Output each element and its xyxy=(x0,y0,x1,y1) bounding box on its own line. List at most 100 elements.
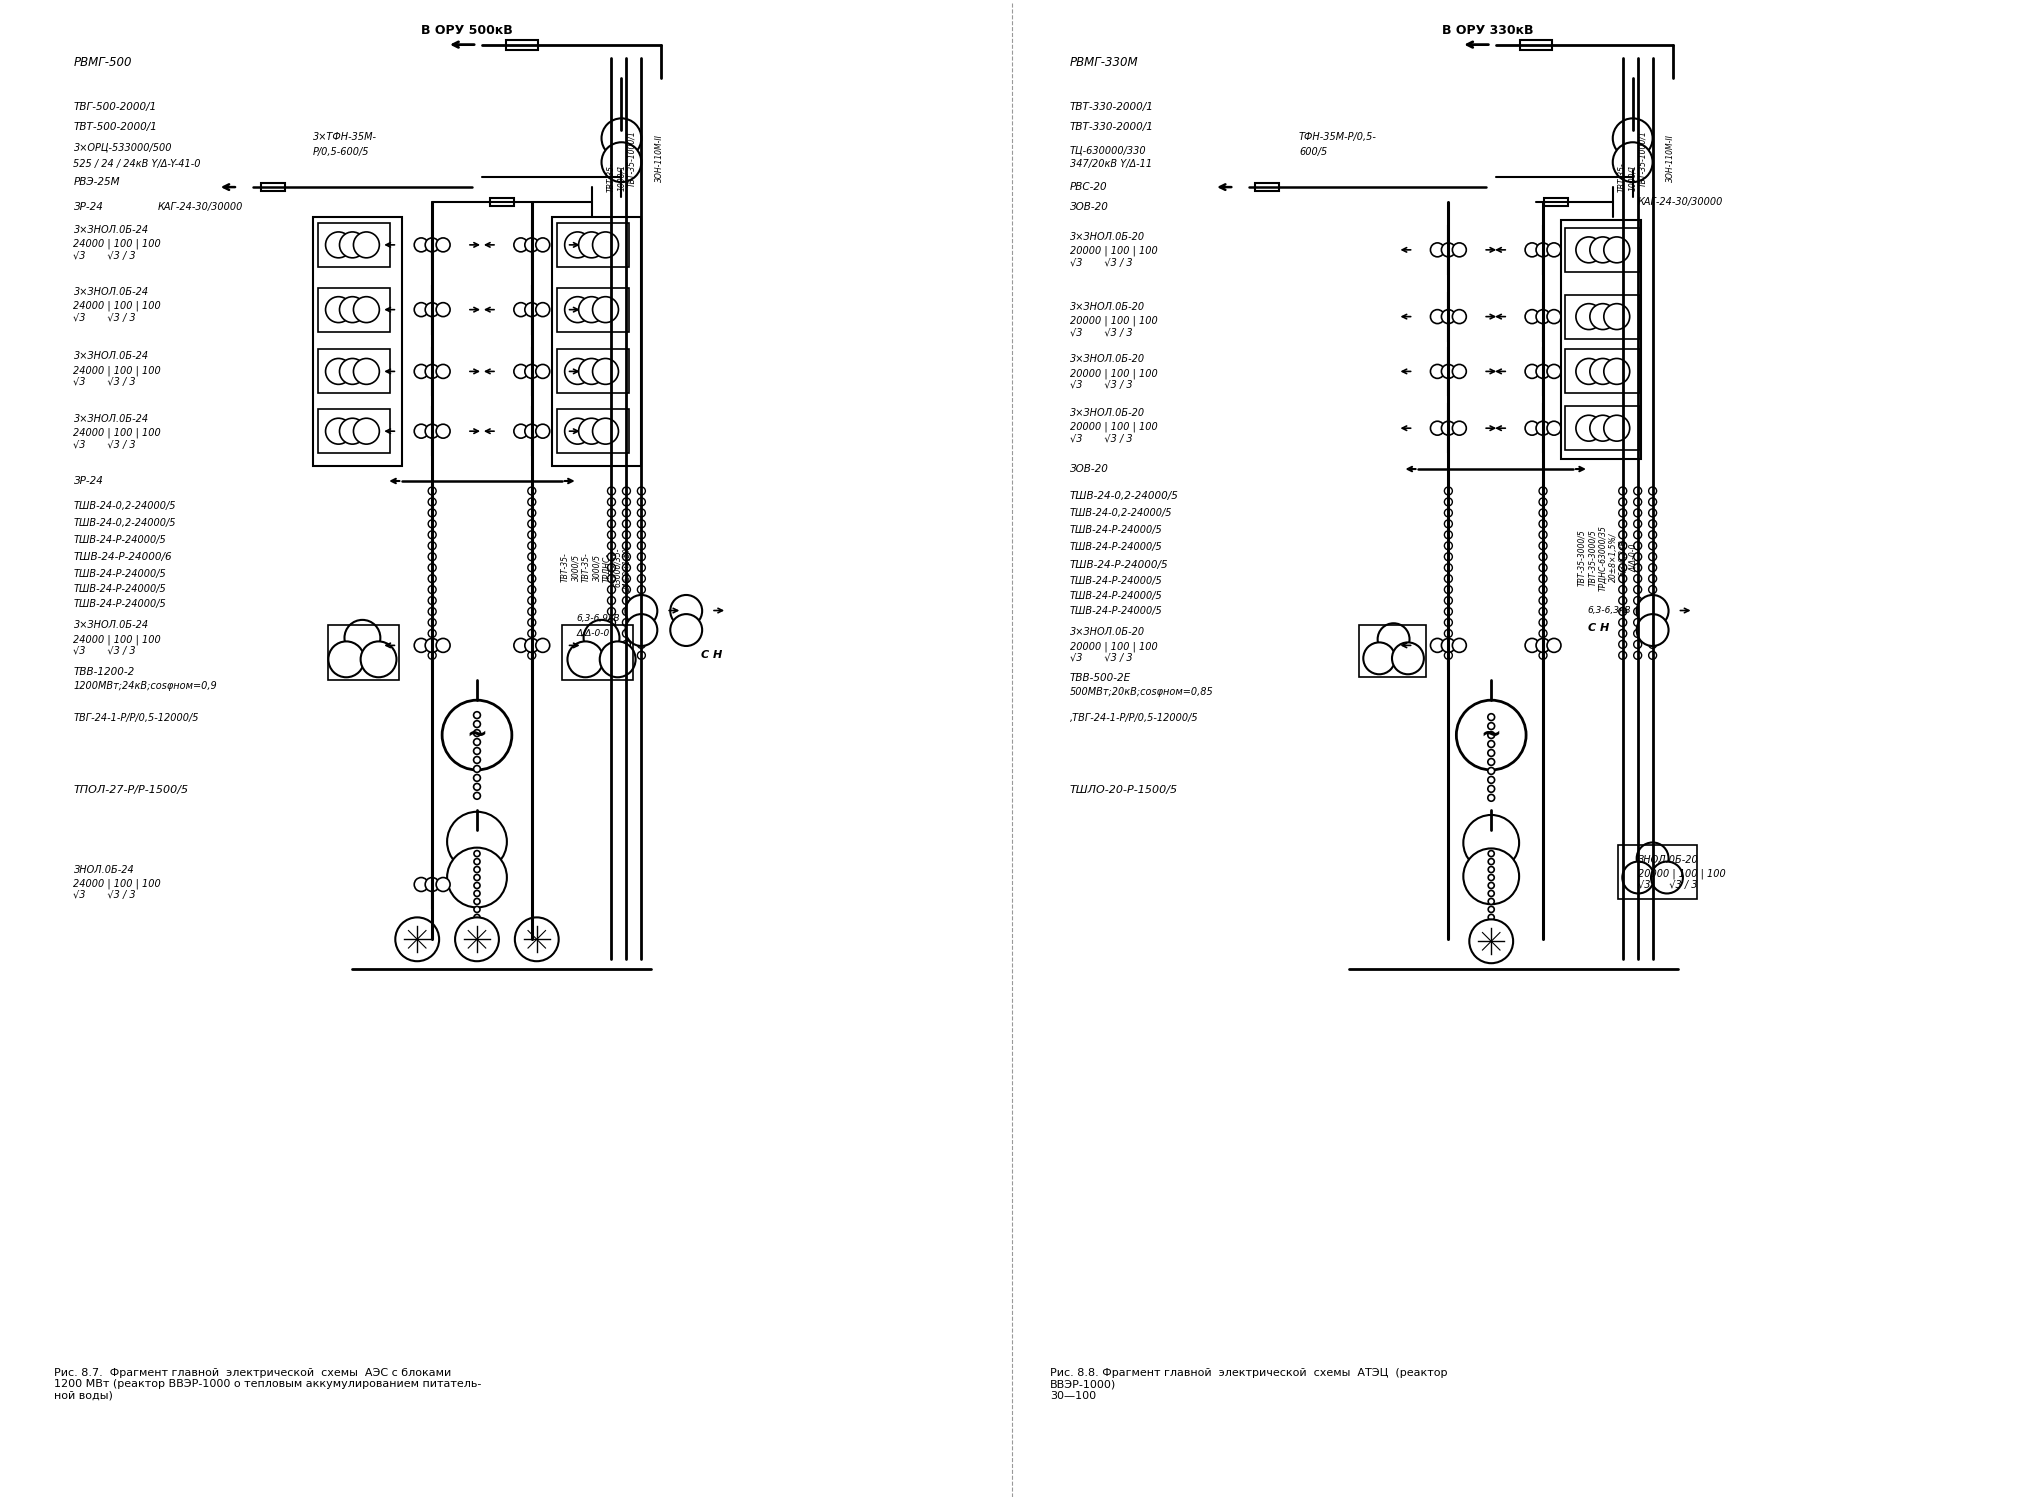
Circle shape xyxy=(601,118,642,158)
Circle shape xyxy=(1488,732,1494,738)
Circle shape xyxy=(1444,585,1452,594)
Circle shape xyxy=(1618,520,1626,528)
Circle shape xyxy=(1444,651,1452,660)
Circle shape xyxy=(1612,118,1652,158)
Circle shape xyxy=(1648,585,1656,594)
Circle shape xyxy=(622,509,630,518)
Circle shape xyxy=(1444,498,1452,506)
Circle shape xyxy=(1636,843,1669,874)
Circle shape xyxy=(1648,531,1656,538)
Circle shape xyxy=(638,585,646,594)
Circle shape xyxy=(1488,795,1494,801)
Text: ТШВ-24-0,2-24000/5: ТШВ-24-0,2-24000/5 xyxy=(73,501,176,512)
Circle shape xyxy=(326,419,352,444)
Circle shape xyxy=(1648,509,1656,518)
Circle shape xyxy=(354,232,379,258)
Circle shape xyxy=(1488,714,1494,720)
Circle shape xyxy=(1547,309,1561,324)
Circle shape xyxy=(1547,364,1561,378)
Text: 24000 | 100 | 100: 24000 | 100 | 100 xyxy=(73,300,162,310)
Circle shape xyxy=(1488,891,1494,897)
Circle shape xyxy=(448,847,506,908)
Circle shape xyxy=(1634,498,1642,506)
Text: В ОРУ 500кВ: В ОРУ 500кВ xyxy=(421,24,512,38)
Circle shape xyxy=(395,918,439,962)
Text: ТШВ-24-Р-24000/5: ТШВ-24-Р-24000/5 xyxy=(1069,560,1168,570)
Circle shape xyxy=(474,756,480,764)
Circle shape xyxy=(1444,574,1452,582)
Circle shape xyxy=(427,585,435,594)
Circle shape xyxy=(427,651,435,660)
Text: √3       √3 / 3: √3 √3 / 3 xyxy=(73,312,136,322)
Text: ТВВ-500-2Е: ТВВ-500-2Е xyxy=(1069,674,1130,684)
Circle shape xyxy=(514,918,559,962)
Circle shape xyxy=(1430,243,1444,256)
Circle shape xyxy=(1618,574,1626,582)
Circle shape xyxy=(1648,498,1656,506)
Circle shape xyxy=(608,574,616,582)
Text: ТШВ-24-Р-24000/5: ТШВ-24-Р-24000/5 xyxy=(1069,606,1162,615)
Circle shape xyxy=(626,614,658,646)
Circle shape xyxy=(622,498,630,506)
Text: 3×ОРЦ-533000/500: 3×ОРЦ-533000/500 xyxy=(73,142,172,152)
Circle shape xyxy=(622,564,630,572)
Text: ~: ~ xyxy=(466,723,488,747)
Circle shape xyxy=(1442,243,1456,256)
Circle shape xyxy=(1488,777,1494,783)
Circle shape xyxy=(1590,416,1616,441)
Text: 1200МВт;24кВ;cosφном=0,9: 1200МВт;24кВ;cosφном=0,9 xyxy=(73,681,217,692)
Circle shape xyxy=(474,747,480,754)
Circle shape xyxy=(474,882,480,888)
Circle shape xyxy=(427,564,435,572)
Circle shape xyxy=(579,297,605,322)
Circle shape xyxy=(608,531,616,538)
Circle shape xyxy=(1634,488,1642,495)
Text: 3×ЗНОЛ.0Б-24: 3×ЗНОЛ.0Б-24 xyxy=(73,621,148,630)
Circle shape xyxy=(427,520,435,528)
Bar xyxy=(1561,220,1640,459)
Circle shape xyxy=(524,424,539,438)
Circle shape xyxy=(601,142,642,182)
Circle shape xyxy=(1488,874,1494,880)
Circle shape xyxy=(425,303,439,316)
Text: ,ТВГ-24-1-Р/Р/0,5-12000/5: ,ТВГ-24-1-Р/Р/0,5-12000/5 xyxy=(1069,712,1199,723)
Text: 525 / 24 / 24кВ Y/Δ-Y-41-0: 525 / 24 / 24кВ Y/Δ-Y-41-0 xyxy=(73,159,200,170)
Circle shape xyxy=(425,639,439,652)
Circle shape xyxy=(514,639,529,652)
Circle shape xyxy=(1650,861,1683,894)
Circle shape xyxy=(1618,564,1626,572)
Circle shape xyxy=(608,498,616,506)
Circle shape xyxy=(435,424,450,438)
Circle shape xyxy=(638,520,646,528)
Circle shape xyxy=(427,552,435,561)
Circle shape xyxy=(1634,618,1642,627)
Circle shape xyxy=(1488,759,1494,765)
Text: ТШВ-24-Р-24000/5: ТШВ-24-Р-24000/5 xyxy=(73,568,166,579)
Circle shape xyxy=(425,238,439,252)
Circle shape xyxy=(474,858,480,864)
Circle shape xyxy=(1444,597,1452,604)
Circle shape xyxy=(529,552,537,561)
Circle shape xyxy=(1525,422,1539,435)
Circle shape xyxy=(474,867,480,873)
Circle shape xyxy=(1634,574,1642,582)
Circle shape xyxy=(1464,849,1519,904)
Circle shape xyxy=(415,238,427,252)
Circle shape xyxy=(1539,597,1547,604)
Circle shape xyxy=(529,618,537,627)
Text: 347/20кВ Y/Δ-11: 347/20кВ Y/Δ-11 xyxy=(1069,159,1152,170)
Circle shape xyxy=(638,531,646,538)
Circle shape xyxy=(565,419,591,444)
Circle shape xyxy=(1634,608,1642,615)
Circle shape xyxy=(529,531,537,538)
Circle shape xyxy=(608,630,616,638)
Circle shape xyxy=(1488,858,1494,864)
Circle shape xyxy=(638,552,646,561)
Text: 24000 | 100 | 100: 24000 | 100 | 100 xyxy=(73,238,162,249)
Text: √3      √3 / 3: √3 √3 / 3 xyxy=(1638,880,1697,891)
Circle shape xyxy=(1604,416,1630,441)
Circle shape xyxy=(474,874,480,880)
Text: Рис. 8.7.  Фрагмент главной  электрической  схемы  АЭС с блоками
1200 МВт (реакт: Рис. 8.7. Фрагмент главной электрической… xyxy=(53,1368,482,1401)
Circle shape xyxy=(622,542,630,549)
Circle shape xyxy=(622,640,630,648)
